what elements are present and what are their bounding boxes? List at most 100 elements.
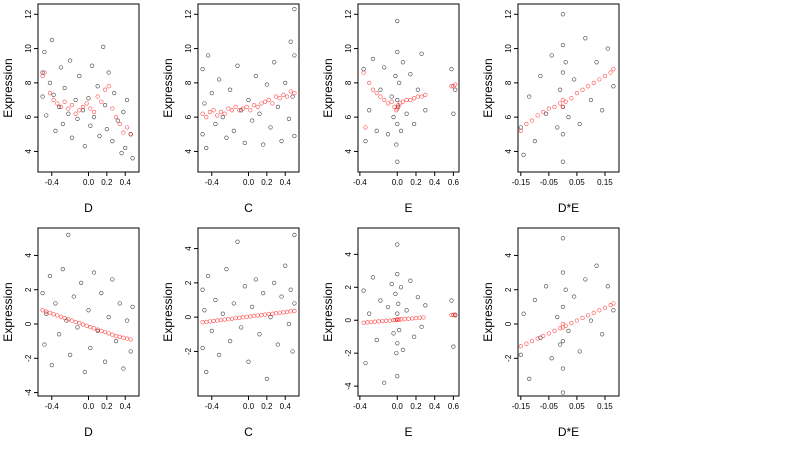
fitted-point [62,315,67,321]
observed-point [577,349,582,354]
fitted-point [237,315,242,320]
y-tick-label: 4 [24,253,33,258]
observed-point [242,140,247,145]
observed-point [86,96,91,101]
observed-point [82,369,87,375]
observed-point [261,291,266,296]
observed-point [206,53,211,58]
fitted-point [110,106,115,111]
y-tick-label: 12 [504,9,513,18]
observed-point [395,341,400,346]
fitted-point [518,128,523,133]
x-axis-label: D [84,425,93,439]
observed-point [106,315,111,320]
fitted-point [383,318,389,323]
fitted-point [211,108,216,113]
fitted-point [535,113,540,118]
y-axis-label: Expression [161,282,175,341]
observed-point [57,104,62,109]
fitted-point [557,326,563,331]
observed-point [577,121,582,127]
x-axis-label: C [244,425,253,439]
fitted-point [73,319,78,325]
observed-point [600,108,605,113]
observed-point [217,352,222,357]
observed-point [560,339,565,344]
fitted-point [47,91,53,96]
observed-point [121,366,126,371]
observed-point [51,92,56,97]
y-tick-label: 12 [24,9,33,18]
observed-point [397,80,402,85]
panel-3: -0.4 0.0 0.2 0.4 0.6 4 6 8 10 12 E Expression [321,3,460,215]
observed-point [374,337,379,343]
x-tick-label: 0.2 [261,178,273,187]
observed-point [66,111,71,116]
plot-frame [357,227,460,397]
x-tick-label: 0.0 [83,402,95,411]
observed-point [235,63,240,68]
observed-point [453,87,458,92]
observed-point [363,360,368,366]
x-axis-label: C [244,201,253,215]
observed-point [560,270,565,275]
observed-point [44,113,49,118]
y-tick-label: 4 [344,149,353,154]
observed-point [101,44,106,49]
observed-series [361,19,458,164]
fitted-point [62,99,67,104]
fitted-point [586,313,591,318]
x-tick-label: 0.2 [101,402,113,411]
fitted-point [113,333,119,339]
observed-point [292,232,297,237]
observed-point [95,84,100,89]
observed-point [231,128,236,133]
observed-point [279,294,284,299]
observed-point [398,128,404,133]
observed-point [588,318,594,323]
y-tick-label: 4 [504,149,513,154]
fitted-point [580,315,585,321]
fitted-point [365,320,370,325]
observed-point [572,77,577,82]
fitted-point [385,101,391,106]
observed-point [123,145,128,151]
y-tick-label: 8 [184,80,193,85]
observed-point [71,294,76,299]
x-tick-label: 0.4 [429,178,441,187]
fitted-point [77,108,82,113]
y-tick-label: 10 [24,44,33,53]
fitted-point [611,301,616,306]
x-tick-label: 0.0 [243,178,255,187]
observed-point [382,65,387,70]
observed-point [204,369,209,375]
fitted-point [233,104,238,109]
fitted-point [586,84,591,89]
observed-point [104,127,109,132]
fitted-point [106,331,111,336]
panel-6: -0.4 0.0 0.2 0.4 -2 0 2 4 C Expression [161,227,300,439]
fitted-point [55,101,60,106]
observed-point [200,67,205,72]
observed-point [555,315,560,320]
fitted-point [251,313,257,319]
observed-point [594,60,599,65]
y-tick-label: 8 [24,80,33,85]
y-axis-label: Expression [1,58,15,117]
fitted-point [597,77,602,82]
fitted-series [200,308,297,325]
plot-frame [197,227,300,397]
fitted-point [73,111,78,116]
fitted-point [69,103,75,108]
observed-point [543,284,549,289]
fitted-point [611,67,616,72]
observed-point [82,144,87,149]
x-tick-label: -0.4 [353,178,367,187]
fitted-point [419,94,424,99]
x-tick-label: 0.2 [410,402,422,411]
observed-point [88,345,93,351]
observed-point [47,80,53,85]
observed-point [370,275,376,280]
x-tick-label: 0.6 [448,178,460,187]
fitted-point [84,101,89,106]
